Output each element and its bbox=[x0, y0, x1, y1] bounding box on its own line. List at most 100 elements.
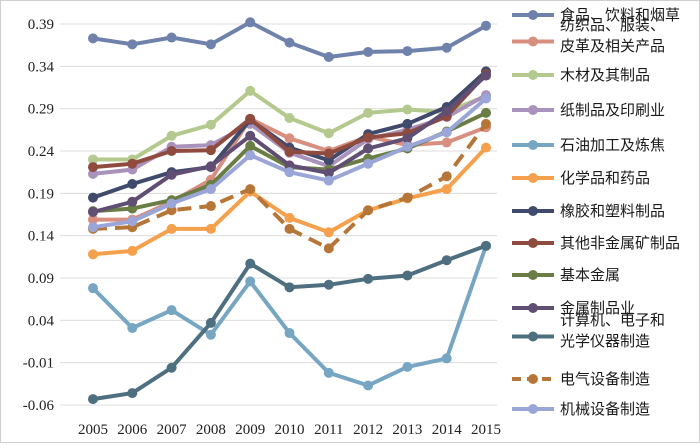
legend-item: 纺织品、服装、皮革及相关产品 bbox=[512, 17, 665, 55]
x-tick-label: 2012 bbox=[353, 422, 383, 438]
legend-label: 化学品和药品 bbox=[560, 170, 650, 187]
y-tick-label: 0.14 bbox=[28, 229, 55, 245]
data-point bbox=[166, 146, 177, 156]
legend-label-line: 光学仪器制造 bbox=[560, 333, 650, 350]
data-point bbox=[323, 175, 334, 186]
data-point bbox=[205, 201, 216, 212]
data-point bbox=[402, 133, 413, 144]
y-tick-label: -0.01 bbox=[23, 356, 54, 372]
data-point bbox=[363, 158, 374, 169]
data-point bbox=[166, 169, 177, 180]
data-point bbox=[441, 184, 452, 195]
data-point bbox=[245, 184, 256, 195]
data-point bbox=[166, 223, 177, 234]
data-point bbox=[323, 128, 334, 139]
data-point bbox=[127, 388, 138, 399]
legend-item: 食品、饮料和烟草 bbox=[512, 7, 680, 24]
legend-label-line: 纺织品、服装、 bbox=[560, 17, 665, 34]
x-tick-label: 2007 bbox=[157, 422, 188, 438]
data-point bbox=[245, 17, 256, 28]
legend-label: 其他非金属矿制品 bbox=[560, 235, 680, 252]
legend-marker bbox=[528, 404, 538, 414]
legend-item: 石油加工及炼焦 bbox=[512, 137, 665, 154]
data-point bbox=[284, 37, 295, 48]
data-point bbox=[88, 33, 98, 44]
series-lines bbox=[88, 17, 491, 405]
series-line bbox=[91, 243, 488, 402]
legend-label: 石油加工及炼焦 bbox=[560, 137, 665, 154]
data-point bbox=[284, 133, 295, 144]
legend-marker bbox=[528, 140, 538, 150]
data-point bbox=[245, 113, 256, 124]
data-point bbox=[441, 42, 452, 53]
legend-marker bbox=[528, 374, 538, 384]
data-point bbox=[402, 46, 413, 57]
data-point bbox=[245, 85, 256, 96]
data-point bbox=[323, 243, 334, 254]
legend-marker bbox=[528, 36, 538, 47]
legend-item: 化学品和药品 bbox=[512, 170, 650, 187]
data-point bbox=[127, 39, 138, 50]
series-4 bbox=[88, 240, 491, 391]
y-tick-label: 0.09 bbox=[28, 271, 54, 287]
data-point bbox=[402, 361, 413, 372]
data-point bbox=[323, 367, 334, 378]
data-point bbox=[88, 394, 98, 405]
data-point bbox=[88, 154, 98, 165]
data-point bbox=[441, 353, 452, 364]
y-tick-label: 0.39 bbox=[28, 17, 54, 33]
data-point bbox=[205, 184, 216, 195]
data-point bbox=[205, 223, 216, 234]
data-point bbox=[166, 305, 177, 316]
legend-marker bbox=[528, 238, 538, 248]
data-point bbox=[127, 322, 138, 333]
data-point bbox=[284, 328, 295, 339]
data-point bbox=[205, 39, 216, 50]
data-point bbox=[284, 223, 295, 234]
data-point bbox=[245, 140, 256, 151]
data-point bbox=[205, 161, 216, 172]
x-tick-label: 2005 bbox=[78, 422, 108, 438]
data-point bbox=[481, 142, 491, 153]
legend-marker bbox=[528, 206, 538, 216]
x-tick-label: 2009 bbox=[235, 422, 265, 438]
data-point bbox=[481, 93, 491, 104]
legend-item: 其他非金属矿制品 bbox=[512, 235, 680, 252]
legend-label: 机械设备制造 bbox=[560, 401, 650, 418]
y-axis: 0.39 0.34 0.29 0.24 0.19 0.14 0.09 0.04 -0.01 -0.… bbox=[23, 17, 55, 414]
data-point bbox=[363, 46, 374, 57]
data-point bbox=[284, 212, 295, 223]
data-point bbox=[205, 119, 216, 130]
data-point bbox=[127, 216, 138, 227]
legend-label: 基本金属 bbox=[560, 267, 620, 284]
data-point bbox=[88, 214, 98, 225]
data-point bbox=[88, 283, 98, 294]
data-point bbox=[363, 380, 374, 391]
legend-item: 橡胶和塑料制品 bbox=[512, 203, 665, 220]
data-point bbox=[245, 130, 256, 141]
data-point bbox=[441, 171, 452, 182]
data-point bbox=[88, 222, 98, 233]
data-point bbox=[88, 249, 98, 260]
x-tick-label: 2011 bbox=[314, 422, 343, 438]
x-tick-label: 2014 bbox=[432, 422, 463, 438]
data-point bbox=[363, 205, 374, 216]
x-tick-label: 2010 bbox=[275, 422, 305, 438]
legend-marker bbox=[528, 70, 538, 80]
data-point bbox=[363, 132, 374, 143]
data-point bbox=[481, 70, 491, 81]
x-tick-label: 2006 bbox=[117, 422, 148, 438]
legend-label: 纺织品、服装、皮革及相关产品 bbox=[560, 17, 665, 55]
data-point bbox=[88, 206, 98, 217]
data-point bbox=[127, 158, 138, 169]
data-point bbox=[323, 168, 334, 179]
data-point bbox=[245, 150, 256, 161]
data-point bbox=[481, 118, 491, 129]
legend-marker bbox=[528, 270, 538, 280]
data-point bbox=[323, 52, 334, 63]
legend-marker bbox=[528, 331, 538, 342]
legend-item: 木材及其制品 bbox=[512, 67, 650, 84]
x-tick-label: 2015 bbox=[471, 422, 501, 438]
data-point bbox=[363, 143, 374, 154]
